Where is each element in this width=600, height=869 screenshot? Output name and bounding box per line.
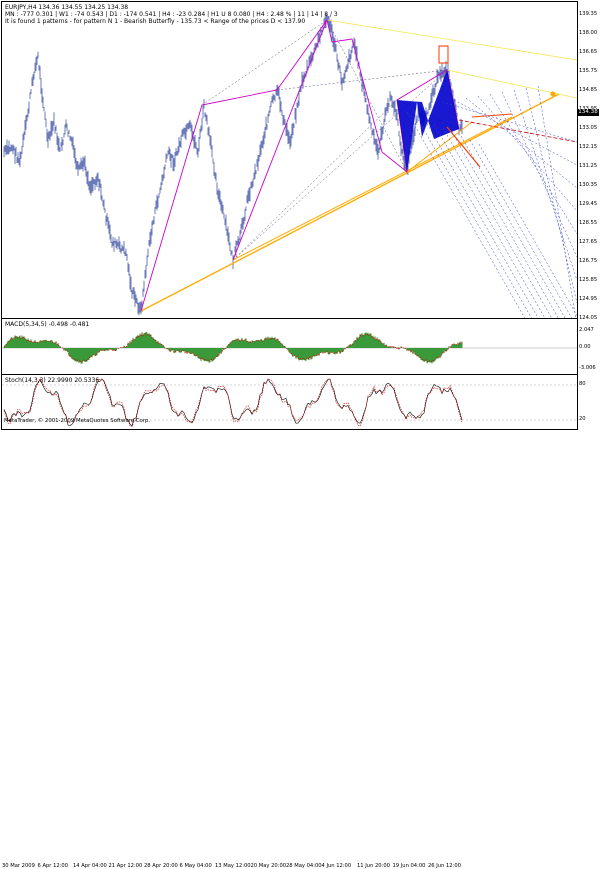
time-axis[interactable]: 30 Mar 2009 6 Apr 12:00 14 Apr 04:00 21 Apr… xyxy=(0,429,577,869)
target-box[interactable] xyxy=(438,45,449,64)
price-tick-label: 124.05 xyxy=(579,315,598,321)
price-tick-label: 126.75 xyxy=(579,258,598,264)
time-tick-label: 11 Jun 20:00 xyxy=(357,863,390,869)
fib-fan-line xyxy=(433,123,546,318)
current-price-tag: 134.38 xyxy=(577,109,599,116)
price-tick-label: 136.65 xyxy=(579,49,598,55)
pattern-bc-leg xyxy=(232,19,328,261)
price-tick-label: 139.35 xyxy=(579,11,598,17)
stochastic-tick-label: 20 xyxy=(579,416,586,422)
support-trendline-2[interactable] xyxy=(232,116,513,261)
fib-fan-line xyxy=(501,91,577,258)
macd-canvas xyxy=(2,331,577,364)
stochastic-signal-line xyxy=(3,378,463,428)
stochastic-indicator-pane[interactable]: Stoch(14,3,3) 22.9990 20.5336 xyxy=(1,374,578,430)
stochastic-label: Stoch(14,3,3) 22.9990 20.5336 xyxy=(5,377,100,384)
time-tick-label: 6 May 04:00 xyxy=(179,863,212,869)
fib-fan-line xyxy=(478,143,577,317)
fib-fan-line xyxy=(442,127,552,318)
pivot-marker xyxy=(550,91,556,97)
fib-fan-line xyxy=(460,135,566,318)
price-tick-label: 134.85 xyxy=(579,87,598,93)
time-tick-label: 4 Jun 12:00 xyxy=(321,863,352,869)
price-tick-label: 129.45 xyxy=(579,201,598,207)
fib-fan-line xyxy=(489,93,577,235)
butterfly-zigzag xyxy=(140,18,460,312)
projection-line-2[interactable] xyxy=(446,126,481,168)
fibonacci-fan-grid xyxy=(406,85,577,318)
pattern-info-line: It is found 1 patterns - for pattern N 1… xyxy=(5,18,306,25)
time-tick-label: 21 Apr 12:00 xyxy=(108,863,143,869)
retracement-lines xyxy=(201,19,408,173)
stochastic-main-line xyxy=(3,378,463,427)
price-tick-label: 130.35 xyxy=(579,182,598,188)
inner-trendline[interactable] xyxy=(406,121,473,173)
price-chart-pane[interactable]: EURJPY,H4 134.36 134.55 134.25 134.38 MN… xyxy=(1,1,578,319)
copyright-text: MetaTrader, © 2001-2009 MetaQuotes Softw… xyxy=(4,418,151,424)
price-tick-label: 128.55 xyxy=(579,220,598,226)
time-tick-label: 28 Apr 20:00 xyxy=(144,863,178,869)
fib-fan-line xyxy=(424,119,539,318)
macd-tick-label: -3.006 xyxy=(579,365,596,371)
fib-fan-line xyxy=(465,97,577,189)
channel-line-lower[interactable] xyxy=(446,69,577,99)
timeframe-info-line: MN : -777 0.301 | W1 : -74 0.543 | D1 : … xyxy=(5,11,338,18)
price-bars xyxy=(3,13,463,316)
price-tick-label: 138.00 xyxy=(579,30,598,36)
time-tick-label: 26 Jun 12:00 xyxy=(428,863,461,869)
stochastic-tick-label: 80 xyxy=(579,381,586,387)
macd-indicator-pane[interactable]: MACD(5,34,5) -0.498 -0.481 xyxy=(1,318,578,375)
butterfly-pattern-fill[interactable] xyxy=(397,70,459,139)
macd-tick-label: 0.00 xyxy=(579,344,591,350)
fib-fan-line xyxy=(525,87,577,304)
support-trendline[interactable] xyxy=(140,93,560,312)
retracement-xd xyxy=(276,69,448,91)
time-tick-label: 13 May 12:00 xyxy=(215,863,251,869)
price-tick-label: 127.65 xyxy=(579,239,598,245)
price-tick-label: 131.25 xyxy=(579,163,598,169)
fib-fan-line xyxy=(415,115,532,318)
time-tick-label: 19 Jun 04:00 xyxy=(392,863,426,869)
projection-line-1[interactable] xyxy=(458,119,577,143)
macd-tick-label: 2.047 xyxy=(579,327,594,333)
projection-line-3[interactable] xyxy=(471,113,513,118)
macd-label: MACD(5,34,5) -0.498 -0.481 xyxy=(5,321,90,328)
fib-fan-line xyxy=(537,85,576,318)
fib-fan-line xyxy=(469,139,573,318)
fib-fan-line xyxy=(451,131,559,318)
price-tick-label: 133.05 xyxy=(579,125,598,131)
time-tick-label: 14 Apr 04:00 xyxy=(73,863,107,869)
price-tick-label: 124.95 xyxy=(579,296,598,302)
retracement-xd-2 xyxy=(232,69,448,261)
price-tick-label: 132.15 xyxy=(579,144,598,150)
harmonic-patterns xyxy=(140,18,577,312)
time-tick-label: 30 Mar 2009 xyxy=(2,863,35,869)
fib-fan-line xyxy=(441,101,577,143)
fib-fan-line xyxy=(406,111,526,318)
fib-fan-line xyxy=(453,99,577,166)
stochastic-canvas xyxy=(2,378,577,428)
price-tick-label: 135.75 xyxy=(579,68,598,74)
price-tick-label: 125.85 xyxy=(579,277,598,283)
fib-fan-line xyxy=(477,95,577,212)
channel-line-upper[interactable] xyxy=(326,19,577,61)
time-tick-label: 20 May 20:00 xyxy=(250,863,287,869)
price-chart-canvas xyxy=(3,13,577,318)
butterfly-pattern-fill-2 xyxy=(397,100,417,172)
fib-fan-line xyxy=(513,89,577,281)
time-tick-label: 6 Apr 12:00 xyxy=(37,863,69,869)
symbol-header: EURJPY,H4 134.36 134.55 134.25 134.38 xyxy=(5,4,129,11)
time-tick-label: 28 May 04:00 xyxy=(286,863,322,869)
